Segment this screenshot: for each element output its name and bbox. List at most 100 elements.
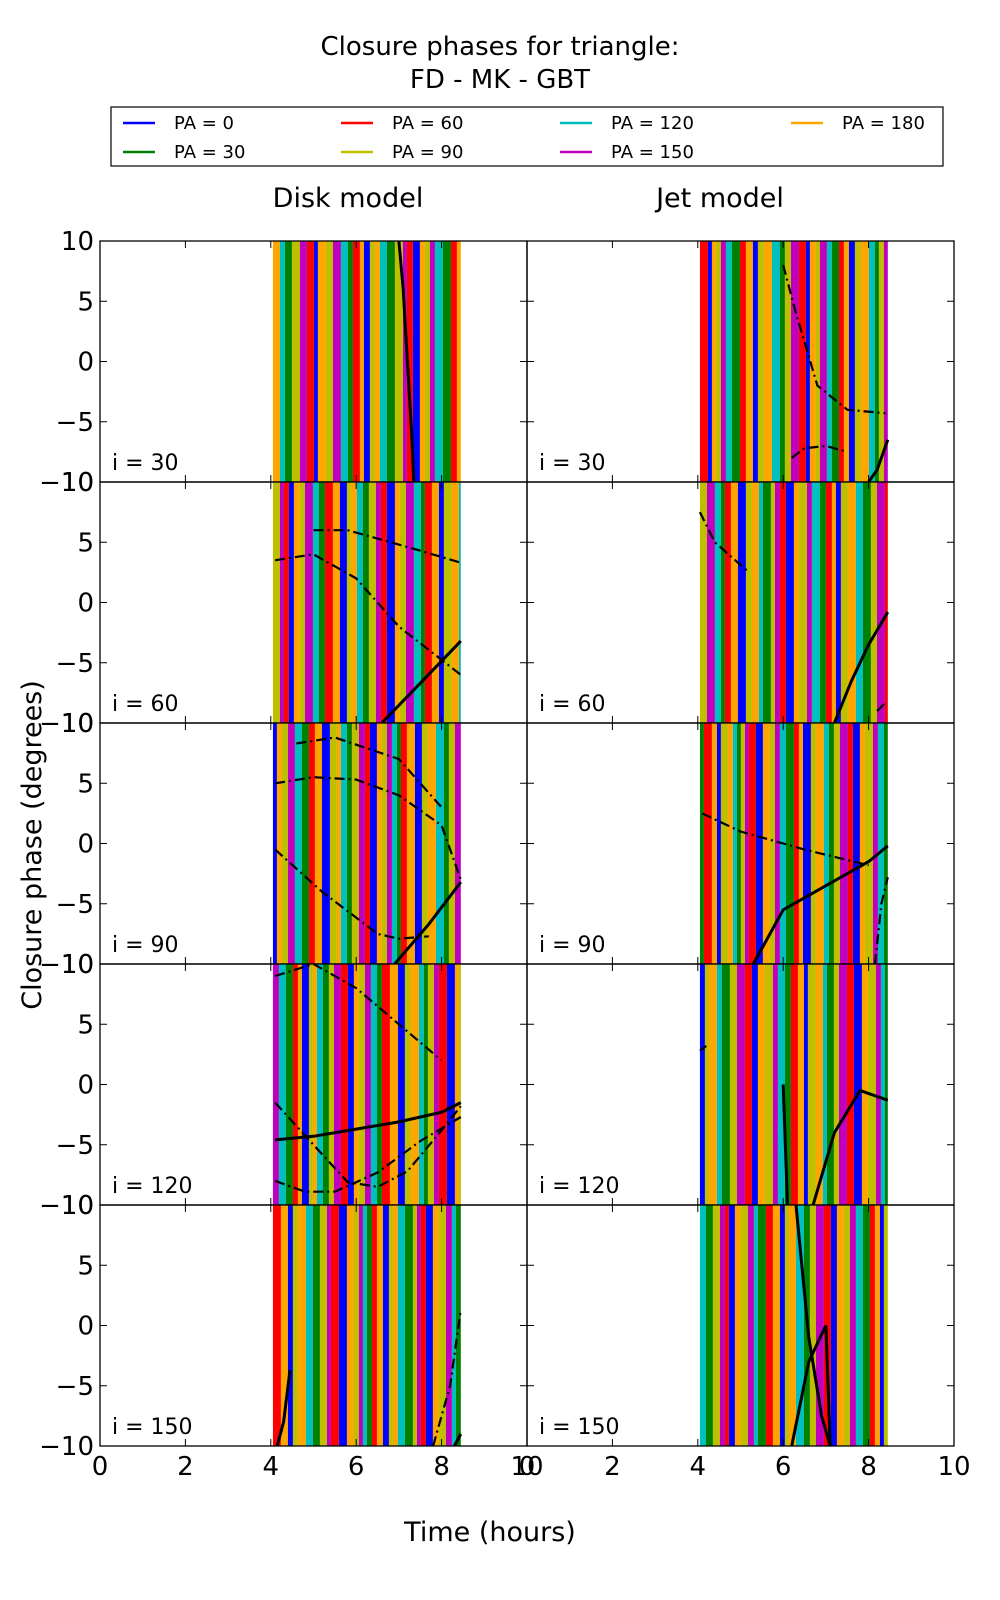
data-stripe [420,1205,426,1446]
model-curve [274,1101,462,1189]
data-stripe [793,723,799,964]
data-stripe [751,482,759,723]
panel: i = 90 [526,722,955,965]
data-stripe [878,241,884,482]
data-stripe [716,723,721,964]
data-stripe [751,964,758,1205]
data-stripe [699,723,704,964]
data-band [272,1205,463,1446]
data-stripe [744,964,752,1205]
figure-title-line2: FD - MK - GBT [410,65,590,95]
y-tick-label: 5 [77,1251,94,1281]
data-stripe [715,241,721,482]
data-stripe [405,482,414,723]
data-stripe [312,964,317,1205]
data-stripe [397,1205,405,1446]
data-stripe [371,1205,377,1446]
data-stripe [774,482,780,723]
data-stripe [319,1205,327,1446]
data-stripe [443,482,452,723]
data-stripe [859,723,865,964]
model-curve [432,1309,462,1446]
data-stripe [381,723,387,964]
data-stripe [312,482,319,723]
data-stripe [392,1205,398,1446]
y-tick-label: 0 [77,1312,94,1342]
data-stripe [283,482,289,723]
x-tick-label: 2 [177,1452,194,1482]
data-stripe [716,964,722,1205]
data-band [699,1205,888,1446]
data-stripe [843,241,849,482]
data-stripe [424,241,430,482]
data-stripe [784,964,791,1205]
data-stripe [699,482,707,723]
data-stripe [737,482,746,723]
legend-label: PA = 180 [842,113,925,134]
data-stripe [317,241,326,482]
data-stripe [835,482,841,723]
data-stripe [386,482,395,723]
data-stripe [380,482,387,723]
data-stripe [745,241,753,482]
data-stripe [699,241,708,482]
data-stripe [869,1205,875,1446]
panel: i = 120 [99,963,528,1206]
data-stripe [819,482,826,723]
data-band [698,482,890,723]
data-stripe [779,482,786,723]
data-stripe [790,241,799,482]
panel: i = 60 [99,481,528,724]
data-stripe [272,964,279,1205]
data-stripe [874,1205,880,1446]
legend-label: PA = 30 [174,142,245,163]
data-stripe [427,964,434,1205]
data-stripe [833,964,839,1205]
data-stripe [362,1205,367,1446]
data-stripe [280,1205,288,1446]
x-tick-label: 4 [690,1452,707,1482]
data-stripe [884,964,888,1205]
data-stripe [306,241,314,482]
data-stripe [442,241,451,482]
y-tick-label: 10 [61,1191,94,1221]
model-curve [275,1369,292,1446]
data-stripe [292,1205,298,1446]
data-stripe [815,723,824,964]
data-stripe [431,482,439,723]
y-tick-label: −5 [56,1372,94,1402]
data-stripe [788,1205,796,1446]
data-stripe [874,241,879,482]
data-stripe [294,723,302,964]
data-stripe [329,723,337,964]
data-stripe [757,964,765,1205]
data-stripe [446,964,455,1205]
data-stripe [785,482,794,723]
data-stripe [287,1205,293,1446]
data-stripe [747,1205,754,1446]
legend-label: PA = 120 [611,113,694,134]
data-stripe [438,964,447,1205]
x-axis-label: Time (hours) [403,1517,576,1548]
panel: i = 30 [526,240,955,483]
y-tick-label: 10 [61,709,94,739]
x-tick-label: 10 [510,1452,543,1482]
column-header-disk: Disk model [273,183,424,214]
data-stripe [416,1205,421,1446]
data-stripe [730,482,738,723]
data-stripe [454,723,461,964]
data-stripe [810,723,816,964]
model-curve [876,701,887,712]
column-header-jet: Jet model [654,183,784,214]
data-stripe [364,964,371,1205]
inclination-label: i = 120 [539,1174,620,1199]
x-tick-label: 8 [433,1452,450,1482]
data-stripe [720,482,725,723]
data-stripe [305,1205,313,1446]
data-stripe [732,723,737,964]
data-band [699,723,889,964]
data-stripe [406,723,415,964]
data-stripe [860,241,869,482]
data-band [699,241,890,482]
data-stripe [825,482,832,723]
